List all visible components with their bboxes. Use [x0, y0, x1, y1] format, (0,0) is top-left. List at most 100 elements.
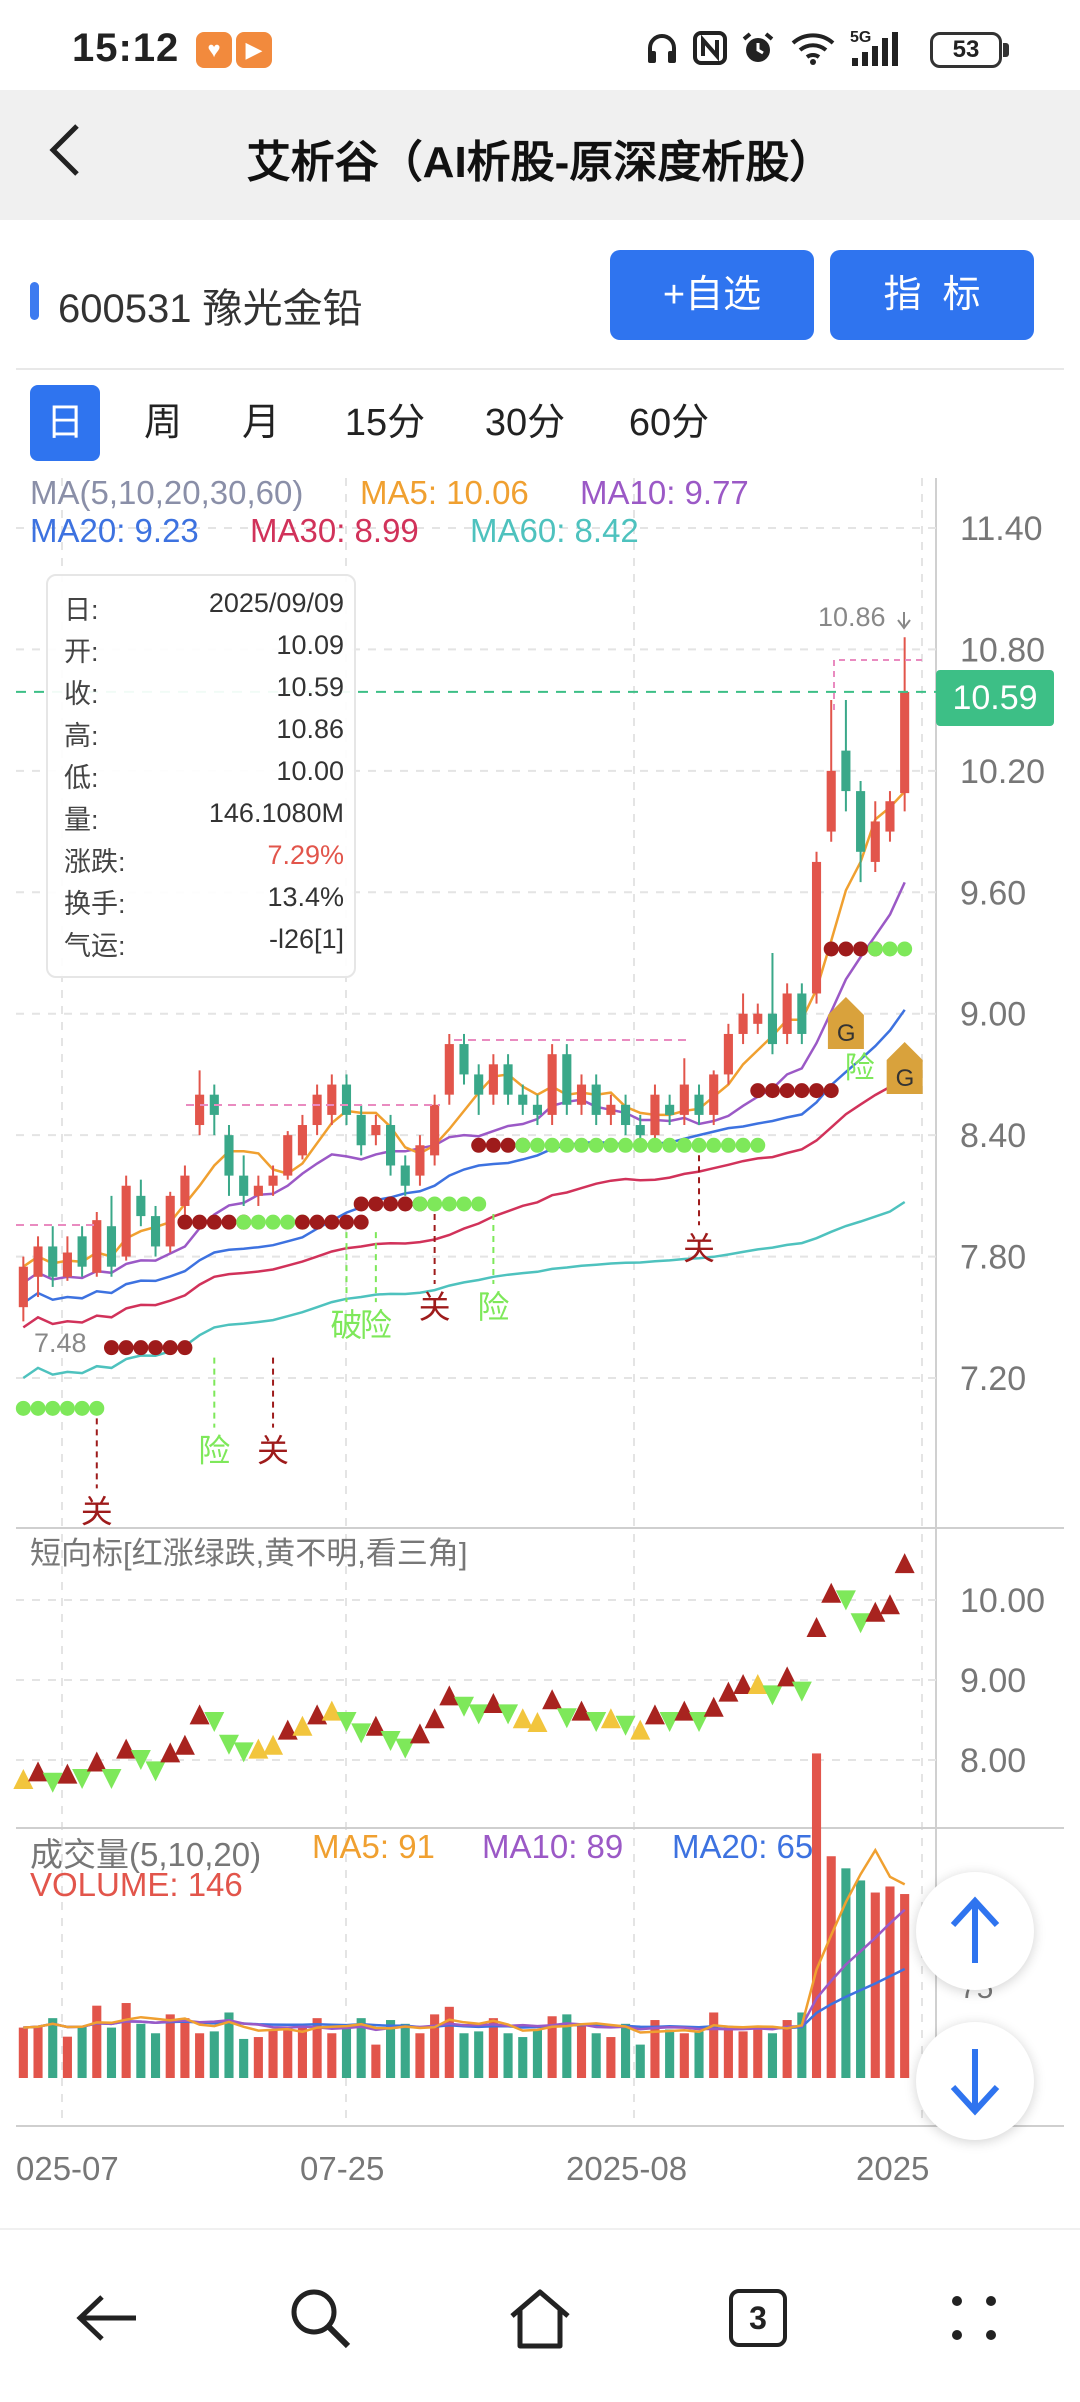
signal-dot [559, 1137, 575, 1153]
short-triangle [101, 1769, 122, 1789]
nav-home-button[interactable] [492, 2270, 588, 2366]
signal-dot [103, 1340, 119, 1356]
volume-value-label: VOLUME: 146 [30, 1866, 243, 1903]
signal-dot [118, 1340, 134, 1356]
volume-bar [723, 2027, 733, 2078]
signal-icon: 5G [846, 28, 916, 68]
candle-body [312, 1094, 322, 1126]
volume-bar [312, 2018, 322, 2078]
indicators-button[interactable]: 指 标 [830, 250, 1034, 340]
nav-back-button[interactable] [60, 2270, 156, 2366]
short-triangle [263, 1734, 284, 1755]
tab-month[interactable]: 月 [241, 402, 280, 444]
nav-search-button[interactable] [272, 2270, 368, 2366]
volume-ma20-label: MA20: 65 [672, 1828, 814, 1865]
short-triangle [277, 1719, 298, 1740]
volume-bar [532, 2029, 542, 2078]
tab-count: 3 [729, 2289, 787, 2347]
divider [16, 368, 1064, 370]
candle-body [239, 1175, 249, 1196]
volume-bar [341, 2025, 352, 2078]
short-triangle [703, 1696, 724, 1717]
tab-15min[interactable]: 15分 [344, 402, 426, 444]
short-triangle [512, 1708, 533, 1729]
candle-body [415, 1145, 425, 1176]
candle-body [371, 1125, 381, 1136]
short-triangle [454, 1696, 474, 1717]
volume-bar [283, 2027, 293, 2078]
volume-bar [92, 2005, 102, 2078]
tab-week[interactable]: 周 [143, 402, 182, 444]
headphones-icon [642, 28, 682, 68]
price-axis-label: 10.20 [960, 753, 1045, 791]
scroll-up-button[interactable] [916, 1872, 1034, 1990]
volume-bar [621, 2023, 631, 2078]
short-indicator: 10.00 9.00 8.00 [13, 1553, 1045, 1793]
signal-label: 关 [257, 1433, 289, 1469]
short-triangle [160, 1742, 181, 1763]
candle-body [635, 1125, 645, 1136]
signal-dot [485, 1137, 501, 1153]
volume-bar [635, 2044, 645, 2078]
date-axis-label: 2025 [856, 2150, 929, 2187]
short-axis-label: 10.00 [960, 1582, 1045, 1620]
alarm-icon [738, 28, 778, 68]
date-axis-label: 025-07 [16, 2150, 119, 2187]
high-price-label: 10.86 [818, 602, 886, 632]
tab-60min[interactable]: 60分 [628, 402, 710, 444]
candle-body [767, 1013, 778, 1045]
candle-body [679, 1084, 689, 1115]
candle-body [180, 1175, 190, 1206]
volume-bar [650, 2020, 660, 2078]
scroll-down-button[interactable] [916, 2022, 1034, 2140]
volume-bar [856, 1880, 866, 2078]
signal-dot [676, 1137, 692, 1153]
nav-menu-button[interactable] [926, 2270, 1022, 2366]
volume-bar [209, 2031, 219, 2078]
tab-30min[interactable]: 30分 [484, 402, 566, 444]
volume-bar [106, 2027, 117, 2078]
short-triangle [72, 1769, 93, 1789]
info-row-change: 涨跌: 7.29% [64, 840, 344, 877]
signal-dot [30, 1400, 46, 1416]
info-row-volume: 量: 146.1080M [64, 798, 344, 835]
price-axis-label: 8.40 [960, 1117, 1026, 1155]
stock-marker [30, 282, 39, 320]
candle-body [753, 1013, 763, 1024]
short-triangle [116, 1738, 137, 1759]
candle-body [356, 1114, 366, 1146]
candle-body [782, 993, 792, 1034]
signal-dot [45, 1400, 61, 1416]
volume-bar [48, 2018, 58, 2078]
nav-tabs-button[interactable]: 3 [710, 2270, 806, 2366]
signal-dot [529, 1137, 545, 1153]
info-row-turnover: 换手: 13.4% [64, 882, 344, 919]
candle-body [811, 861, 822, 994]
volume-bar [474, 2031, 484, 2078]
play-app-icon: ▶ [236, 32, 272, 68]
tab-day[interactable]: 日 [30, 385, 100, 461]
volume-bar [753, 2029, 763, 2078]
info-row-qiyun: 气运: -l26[1] [64, 924, 344, 961]
volume-bar [709, 2012, 719, 2078]
signal-dot [882, 941, 898, 957]
volume-bar [782, 2020, 792, 2078]
signal-dot [353, 1196, 369, 1212]
signal-dot [632, 1137, 648, 1153]
signal-dot [720, 1137, 736, 1153]
short-triangle [86, 1751, 107, 1772]
signal-dot [544, 1137, 560, 1153]
back-button[interactable] [30, 115, 100, 185]
signal-dot [221, 1214, 237, 1230]
signal-dot [764, 1083, 780, 1099]
candle-body [106, 1226, 117, 1267]
signal-dot [588, 1137, 604, 1153]
volume-bar [165, 2014, 175, 2078]
candle-body [856, 791, 866, 852]
add-watchlist-button[interactable]: +自选 [610, 250, 814, 340]
candle-body [870, 821, 880, 862]
candle-body [136, 1195, 146, 1217]
short-triangle [674, 1700, 695, 1721]
short-triangle [835, 1590, 856, 1611]
